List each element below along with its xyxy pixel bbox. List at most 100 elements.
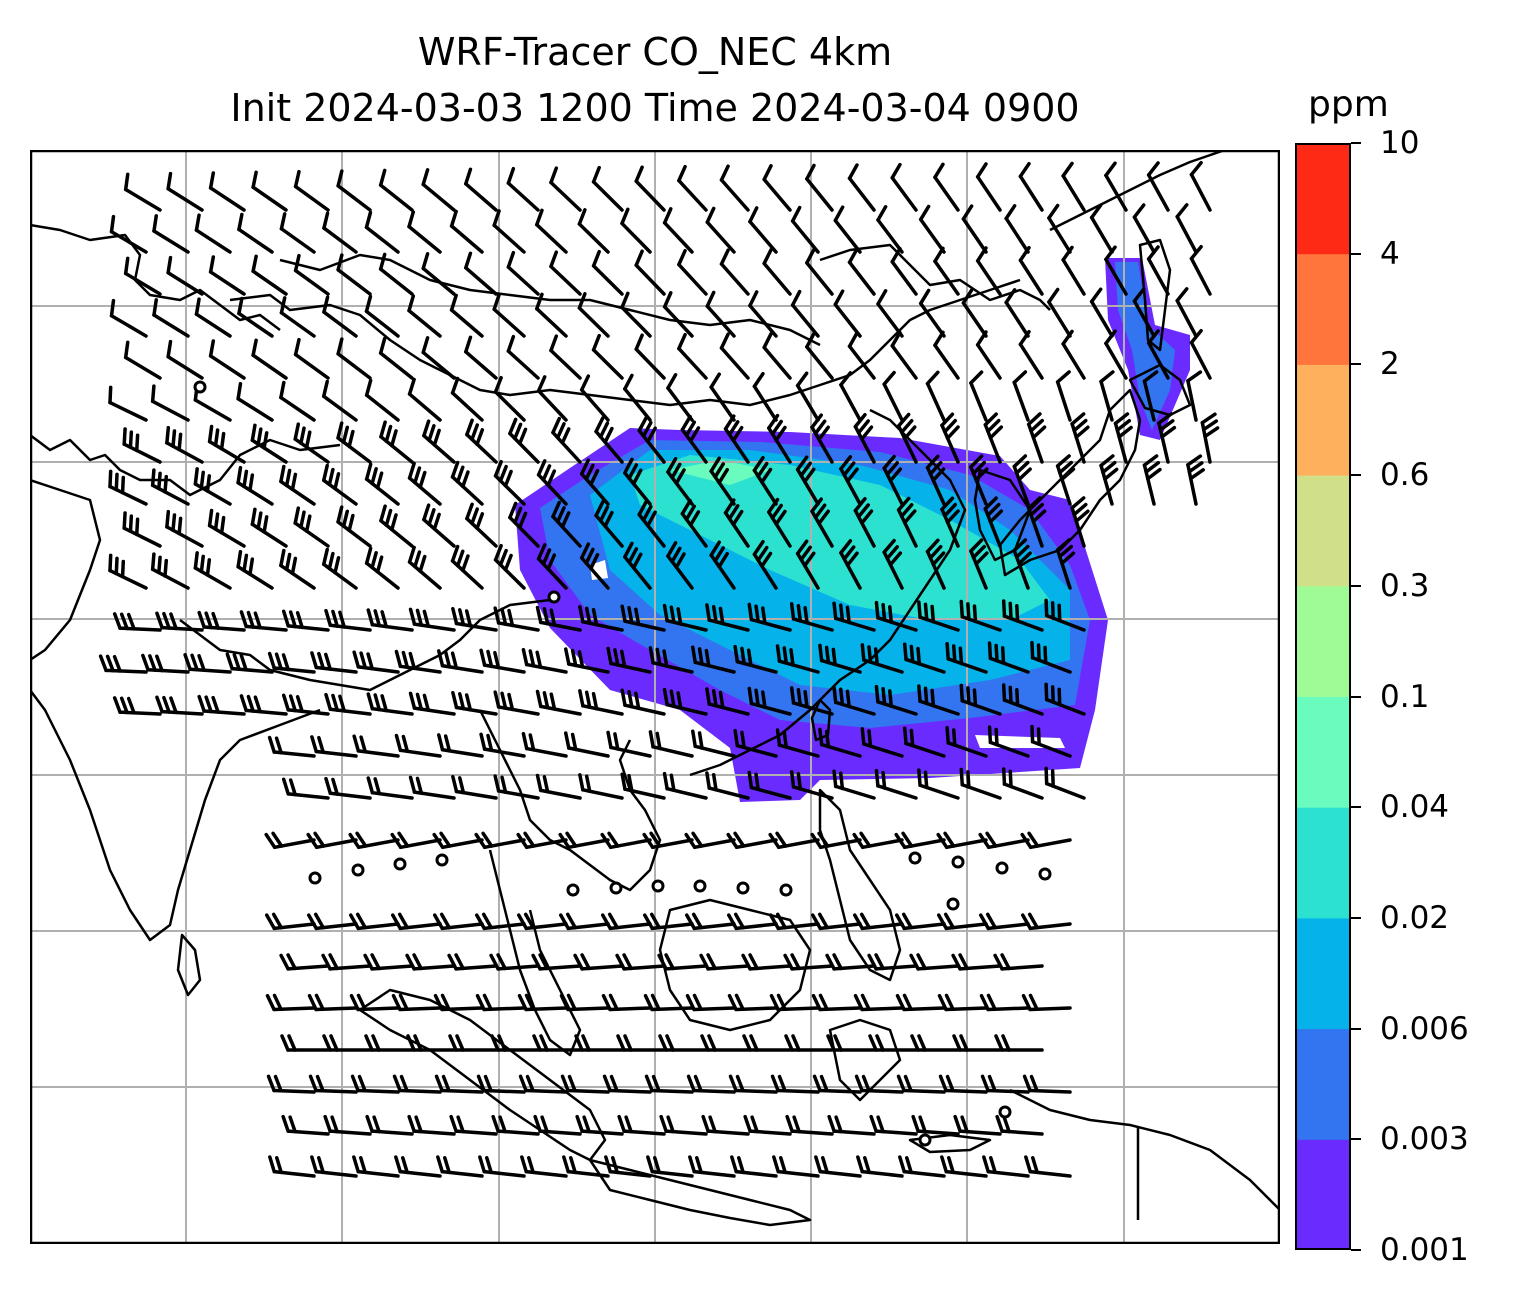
wind-barb bbox=[306, 831, 358, 850]
wind-barb bbox=[940, 412, 960, 464]
wind-barb bbox=[979, 993, 1030, 1012]
wind-barb bbox=[464, 251, 498, 296]
wind-barb bbox=[1142, 454, 1162, 506]
wind-barb bbox=[795, 455, 820, 506]
wind-barb bbox=[579, 458, 610, 506]
calm-marker bbox=[609, 881, 623, 895]
wind-barb bbox=[775, 728, 820, 758]
wind-barb bbox=[832, 685, 876, 716]
wind-barb bbox=[239, 610, 288, 632]
wind-barb bbox=[183, 653, 232, 674]
wind-barb bbox=[251, 170, 288, 212]
wind-barb bbox=[833, 205, 862, 254]
wind-barb bbox=[620, 772, 666, 800]
wind-barb bbox=[699, 953, 750, 971]
wind-barb bbox=[827, 1114, 876, 1136]
calm-marker bbox=[547, 590, 561, 604]
wind-barb bbox=[896, 1074, 946, 1094]
border-china-north bbox=[229, 278, 1021, 407]
colorbar-segment bbox=[1295, 807, 1351, 919]
wind-barb bbox=[917, 768, 960, 800]
wind-barb bbox=[267, 651, 316, 674]
map-border bbox=[30, 150, 1280, 1244]
wind-barb bbox=[493, 459, 526, 506]
colorbar-tick bbox=[1351, 1138, 1361, 1141]
wind-barb bbox=[869, 1114, 918, 1136]
border-mongolia bbox=[279, 253, 821, 347]
wind-barb bbox=[478, 1155, 526, 1178]
wind-barb bbox=[705, 771, 750, 800]
wind-barb bbox=[520, 1155, 568, 1178]
wind-barb bbox=[150, 384, 190, 422]
colorbar-tick-label: 0.04 bbox=[1380, 789, 1450, 826]
wind-barb bbox=[1099, 370, 1115, 422]
wind-barb bbox=[378, 336, 414, 380]
wind-barb bbox=[805, 247, 834, 296]
wind-barb bbox=[579, 374, 610, 422]
wind-barb bbox=[535, 292, 568, 338]
wind-barb bbox=[578, 689, 624, 716]
wind-barb bbox=[1055, 370, 1072, 422]
wind-barb bbox=[978, 831, 1030, 850]
wind-barb bbox=[918, 204, 946, 254]
wind-barb bbox=[709, 540, 736, 590]
wind-barb bbox=[810, 497, 834, 548]
wind-barb bbox=[293, 253, 330, 296]
wind-barb bbox=[236, 465, 274, 506]
wind-barb bbox=[723, 498, 750, 548]
wind-barb bbox=[894, 831, 946, 850]
wind-barb bbox=[1044, 766, 1086, 800]
wind-barb bbox=[747, 602, 792, 632]
wind-barb bbox=[465, 502, 498, 548]
wind-barb bbox=[352, 734, 400, 758]
wind-barb bbox=[421, 252, 456, 296]
wind-barb bbox=[322, 211, 358, 254]
wind-barb bbox=[575, 1114, 624, 1136]
wind-barb bbox=[1004, 204, 1030, 254]
wind-barb bbox=[406, 1034, 456, 1052]
wind-barb bbox=[474, 912, 526, 931]
wind-barb bbox=[208, 171, 246, 212]
wind-barb bbox=[847, 247, 876, 296]
colorbar-segment bbox=[1295, 585, 1351, 697]
wind-barb bbox=[741, 953, 792, 971]
wind-barb bbox=[122, 511, 162, 548]
colorbar-tick bbox=[1351, 916, 1361, 919]
wind-barb bbox=[853, 993, 904, 1012]
wind-barb bbox=[959, 767, 1002, 800]
coast-china-east bbox=[689, 408, 967, 777]
wind-barb bbox=[535, 208, 568, 254]
map-gridlines bbox=[30, 150, 1280, 1244]
wind-barb bbox=[600, 912, 652, 931]
wind-barb bbox=[987, 725, 1030, 758]
wind-barb bbox=[366, 776, 414, 800]
wind-barb bbox=[193, 467, 232, 506]
wind-barb bbox=[876, 289, 904, 338]
wind-barb bbox=[623, 373, 652, 422]
wind-barb bbox=[768, 831, 820, 850]
wind-barb bbox=[733, 728, 778, 758]
wind-barb bbox=[856, 1155, 904, 1178]
wind-barb bbox=[951, 953, 1002, 971]
wind-barb bbox=[475, 993, 526, 1012]
wind-barb bbox=[293, 506, 330, 548]
wind-barb bbox=[123, 172, 162, 212]
wind-barb bbox=[279, 380, 316, 422]
wind-barb bbox=[155, 611, 204, 632]
wind-barb bbox=[814, 1155, 862, 1178]
wind-barb bbox=[637, 499, 666, 548]
wind-barb bbox=[408, 691, 456, 716]
wind-barb bbox=[152, 298, 190, 338]
wind-barb bbox=[577, 292, 610, 338]
wind-barb bbox=[279, 548, 316, 590]
wind-barb bbox=[1175, 203, 1198, 254]
wind-barb bbox=[208, 339, 246, 380]
wind-barb bbox=[767, 497, 792, 548]
wind-barb bbox=[407, 210, 442, 254]
wind-barb bbox=[730, 1155, 778, 1178]
wind-barb bbox=[1047, 203, 1072, 254]
wind-barb bbox=[752, 539, 778, 590]
wind-barb bbox=[1200, 412, 1220, 464]
wind-barb bbox=[559, 993, 610, 1012]
wind-barb bbox=[1030, 640, 1072, 674]
